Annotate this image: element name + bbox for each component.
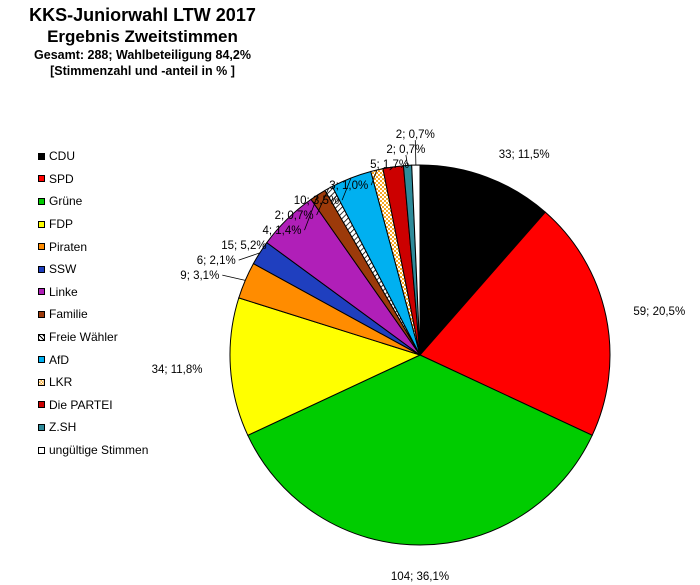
- legend-item-afd: AfD: [38, 348, 148, 371]
- legend-swatch: [38, 197, 45, 205]
- pie-slice-spd: [419, 211, 611, 436]
- data-label-piraten: 9; 3,1%: [180, 270, 219, 282]
- legend-label: SSW: [49, 262, 77, 277]
- legend-label: FDP: [49, 217, 73, 232]
- data-label-ungueltige-stimmen: 2; 0,7%: [396, 129, 435, 141]
- leader-line: [304, 194, 319, 231]
- legend-label: Piraten: [49, 239, 88, 254]
- legend-label: LKR: [49, 375, 73, 390]
- legend-label: SPD: [49, 171, 74, 186]
- legend-swatch: [38, 378, 45, 386]
- pie-slice-gruene: [247, 354, 593, 546]
- legend-swatch: [38, 333, 45, 341]
- legend-swatch: [38, 401, 45, 409]
- chart-total-line: Gesamt: 288; Wahlbeteiligung 84,2%: [34, 48, 251, 62]
- legend-item-linke: Linke: [38, 281, 148, 304]
- legend-item-z-sh: Z.SH: [38, 416, 148, 439]
- legend-swatch: [38, 220, 45, 228]
- chart-subtitle: Ergebnis Zweitstimmen: [47, 27, 238, 46]
- data-label-lkr: 3; 1,0%: [329, 180, 368, 192]
- data-label-z-sh: 2; 0,7%: [386, 144, 425, 156]
- legend-swatch: [38, 310, 45, 318]
- data-label-freie-waehler: 2; 0,7%: [275, 210, 314, 222]
- legend-label: Freie Wähler: [49, 330, 118, 345]
- data-label-linke: 15; 5,2%: [221, 240, 266, 252]
- legend-item-familie: Familie: [38, 303, 148, 326]
- leader-line: [405, 155, 408, 166]
- legend-swatch: [38, 265, 45, 273]
- legend-item-ssw: SSW: [38, 258, 148, 281]
- data-label-fdp: 34; 11,8%: [152, 364, 203, 376]
- legend-label: CDU: [49, 149, 75, 164]
- data-label-ssw: 6; 2,1%: [197, 255, 236, 267]
- leader-line: [238, 252, 260, 261]
- legend-swatch: [38, 446, 45, 454]
- legend-swatch: [38, 152, 45, 160]
- pie-slice-fdp: [229, 297, 422, 436]
- data-label-afd: 10; 3,5%: [294, 195, 339, 207]
- chart-unit-line: [Stimmenzahl und -anteil in % ]: [50, 64, 235, 78]
- leader-line: [370, 169, 378, 186]
- legend-label: Z.SH: [49, 420, 77, 435]
- legend-item-spd: SPD: [38, 168, 148, 191]
- legend-item-fdp: FDP: [38, 213, 148, 236]
- leader-line: [316, 188, 329, 216]
- legend-label: Linke: [49, 284, 78, 299]
- legend-swatch: [38, 423, 45, 431]
- legend-label: Grüne: [49, 194, 83, 209]
- data-label-die-partei: 5; 1,7%: [370, 159, 409, 171]
- data-label-spd: 59; 20,5%: [633, 306, 685, 318]
- legend-label: Familie: [49, 307, 88, 322]
- chart-title: KKS-Juniorwahl LTW 2017: [29, 5, 256, 25]
- leader-line: [222, 274, 246, 281]
- leader-line: [389, 166, 394, 171]
- chart-titles: KKS-Juniorwahl LTW 2017 Ergebnis Zweitst…: [0, 0, 285, 79]
- data-label-cdu: 33; 11,5%: [499, 149, 550, 161]
- legend-swatch: [38, 356, 45, 364]
- data-label-familie: 4; 1,4%: [263, 225, 302, 237]
- legend-swatch: [38, 175, 45, 183]
- legend-item-ungueltige-stimmen: ungültige Stimmen: [38, 439, 148, 462]
- pie-slice-ungueltige-stimmen: [411, 164, 421, 356]
- legend-item-cdu: CDU: [38, 145, 148, 168]
- pie-slice-cdu: [419, 164, 546, 357]
- legend-label: Die PARTEI: [49, 397, 113, 412]
- legend-label: ungültige Stimmen: [49, 443, 149, 458]
- legend-swatch: [38, 243, 45, 251]
- leader-line: [414, 140, 417, 166]
- legend-item-piraten: Piraten: [38, 235, 148, 258]
- legend-label: AfD: [49, 352, 70, 367]
- legend-swatch: [38, 288, 45, 296]
- data-label-gruene: 104; 36,1%: [391, 571, 449, 583]
- legend-item-gruene: Grüne: [38, 190, 148, 213]
- legend-item-lkr: LKR: [38, 371, 148, 394]
- legend-item-freie-waehler: Freie Wähler: [38, 326, 148, 349]
- chart-legend: CDU SPD Grüne FDP Piraten SSW Linke Familie Frei…: [38, 145, 148, 461]
- legend-item-die-partei: Die PARTEI: [38, 394, 148, 417]
- leader-line: [341, 177, 352, 201]
